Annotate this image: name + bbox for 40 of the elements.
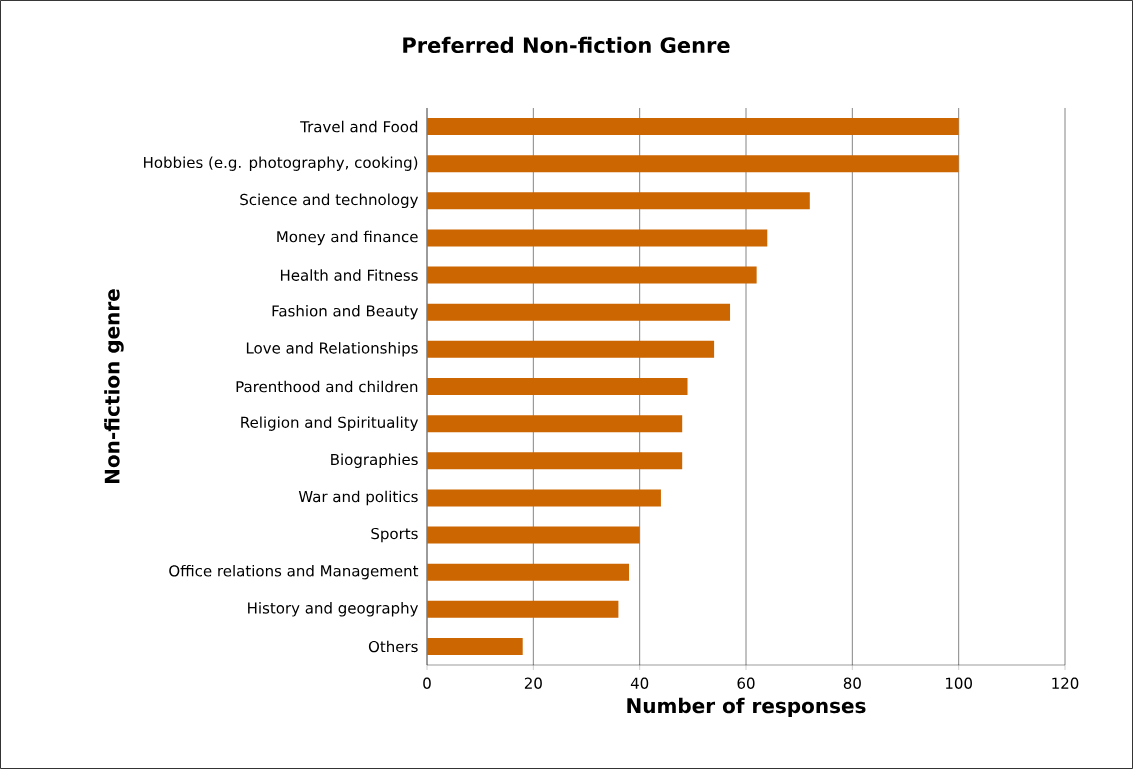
y-tick-label: History and geography [248,602,419,617]
x-tick-label: 40 [630,677,649,689]
bar [427,489,661,507]
bar [427,303,731,321]
x-tick-label: 100 [946,677,972,689]
bar [427,192,810,210]
x-tick-label: 80 [843,677,861,689]
bar [427,526,640,544]
y-tick-label: Money and finance [277,230,418,246]
y-tick-label: War and politics [298,490,418,506]
y-tick-label: Biographies [331,453,418,469]
y-tick-label: Health and Fitness [280,269,418,281]
y-tick-label: Religion and Spirituality [241,416,419,431]
bar [427,378,688,395]
bar [427,600,619,618]
x-tick-label: 120 [1052,677,1079,689]
y-tick-label: Others [368,640,418,653]
y-tick-label: Fashion and Beauty [272,304,419,320]
x-tick-label: 20 [524,677,542,689]
bar [427,452,683,470]
bar [427,229,768,247]
chart-title: Preferred Non-fiction Genre [403,36,730,54]
bar [427,118,959,136]
y-tick-label: Hobbies (e.g. photography, cooking) [144,156,418,171]
y-tick-label: Parenthood and children [236,380,418,393]
bar [427,266,757,284]
y-axis-title: Non-fiction genre [104,289,124,483]
x-tick-label: 0 [423,677,431,689]
y-tick-label: Office relations and Management [169,564,419,580]
y-tick-label: Love and Relationships [246,342,418,357]
bar [427,563,630,581]
bar [427,415,683,433]
y-tick-label: Travel and Food [300,120,418,133]
y-tick-label: Sports [371,527,418,543]
bar [427,155,959,173]
x-axis-title: Number of responses [627,697,866,718]
bar [427,637,523,655]
x-tick-label: 60 [737,677,755,689]
bar [427,340,715,358]
y-tick-label: Science and technology [240,193,419,209]
